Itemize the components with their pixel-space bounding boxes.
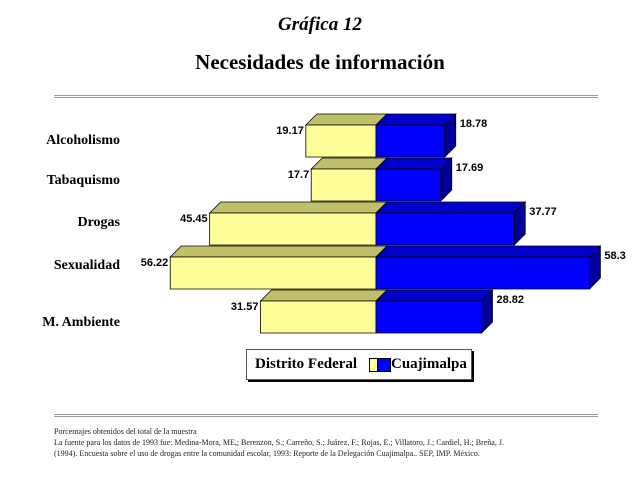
bar-cuajimalpa-0 — [375, 124, 446, 158]
bar-distrito-federal-3 — [169, 256, 377, 290]
chart-legend: Distrito Federal Cuajimalpa — [246, 349, 472, 380]
bar-top-cuajimalpa-3 — [375, 245, 602, 258]
value-label-cuajimalpa-3: 58.3 — [604, 250, 625, 262]
bottom-divider-line-2 — [54, 416, 598, 417]
bar-cuajimalpa-3 — [375, 256, 590, 290]
bar-distrito-federal-4 — [260, 300, 377, 334]
bar-top-distrito-federal-3 — [169, 245, 388, 258]
category-label-4: M. Ambiente — [42, 315, 120, 330]
bar-distrito-federal-1 — [310, 168, 377, 202]
value-label-distrito-federal-3: 56.22 — [141, 257, 169, 269]
bar-top-cuajimalpa-4 — [375, 289, 494, 302]
legend-label-distrito-federal: Distrito Federal — [255, 356, 358, 372]
category-label-2: Drogas — [77, 215, 120, 230]
bottom-divider-line — [54, 414, 598, 415]
bar-distrito-federal-2 — [209, 212, 377, 246]
top-divider-line — [54, 95, 598, 96]
category-label-0: Alcoholismo — [46, 133, 120, 148]
legend-label-cuajimalpa: Cuajimalpa — [391, 356, 467, 372]
value-label-distrito-federal-4: 31.57 — [231, 301, 259, 313]
footnotes: Porcentajes obtenidos del total de la mu… — [54, 426, 614, 459]
chart-supertitle: Gráfica 12 — [278, 14, 362, 35]
category-label-1: Tabaquismo — [47, 173, 120, 188]
legend-swatch-cuajimalpa — [377, 358, 391, 372]
value-label-distrito-federal-0: 19.17 — [276, 125, 304, 137]
value-label-cuajimalpa-0: 18.78 — [460, 118, 488, 130]
value-label-cuajimalpa-1: 17.69 — [456, 162, 484, 174]
bar-top-cuajimalpa-1 — [375, 157, 453, 170]
category-label-3: Sexualidad — [54, 258, 120, 273]
footnote-line-1: Porcentajes obtenidos del total de la mu… — [54, 427, 197, 436]
footnote-line-2: La fuente para los datos de 1993 fue: Me… — [54, 438, 504, 447]
value-label-distrito-federal-2: 45.45 — [180, 213, 208, 225]
top-divider-line-2 — [54, 97, 598, 98]
bar-top-distrito-federal-1 — [310, 157, 388, 170]
value-label-cuajimalpa-2: 37.77 — [529, 206, 557, 218]
bar-top-distrito-federal-4 — [259, 289, 388, 302]
bar-distrito-federal-0 — [305, 124, 377, 158]
footnote-line-3: (1994). Encuesta sobre el uso de drogas … — [54, 449, 480, 458]
bar-cuajimalpa-1 — [375, 168, 442, 202]
value-label-distrito-federal-1: 17.7 — [288, 169, 309, 181]
bar-top-distrito-federal-0 — [304, 113, 388, 126]
bar-cuajimalpa-4 — [375, 300, 482, 334]
bar-top-distrito-federal-2 — [208, 201, 388, 214]
bar-cuajimalpa-2 — [375, 212, 515, 246]
value-label-cuajimalpa-4: 28.82 — [496, 294, 524, 306]
chart-title: Necesidades de información — [195, 50, 445, 74]
bar-top-cuajimalpa-0 — [375, 113, 457, 126]
bar-top-cuajimalpa-2 — [375, 201, 527, 214]
